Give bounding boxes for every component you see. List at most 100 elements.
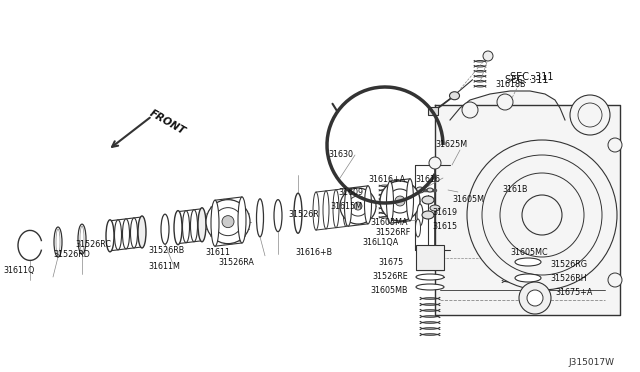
Circle shape [429, 157, 441, 169]
Ellipse shape [416, 284, 444, 290]
Ellipse shape [211, 200, 219, 246]
Ellipse shape [56, 229, 60, 255]
Ellipse shape [138, 216, 146, 248]
Circle shape [206, 200, 250, 244]
Polygon shape [450, 91, 565, 120]
Ellipse shape [115, 220, 122, 250]
Ellipse shape [138, 217, 145, 247]
Circle shape [340, 188, 376, 224]
Ellipse shape [387, 181, 394, 223]
Text: 31526RH: 31526RH [550, 274, 587, 283]
Circle shape [429, 246, 441, 258]
Ellipse shape [161, 214, 169, 244]
Text: 31526RC: 31526RC [75, 240, 111, 249]
Ellipse shape [416, 187, 424, 193]
Circle shape [497, 94, 513, 110]
Circle shape [608, 138, 622, 152]
Text: 31675+A: 31675+A [555, 288, 593, 297]
Ellipse shape [198, 208, 206, 242]
Circle shape [483, 51, 493, 61]
Ellipse shape [422, 196, 434, 204]
Bar [428, 107, 438, 115]
Ellipse shape [257, 199, 264, 237]
Circle shape [527, 290, 543, 306]
Text: 31526R: 31526R [288, 210, 319, 219]
Text: SEC. 311: SEC. 311 [510, 72, 554, 82]
Text: 31526RF: 31526RF [375, 228, 410, 237]
Text: J315017W: J315017W [568, 358, 614, 367]
Ellipse shape [54, 227, 62, 257]
Ellipse shape [343, 189, 349, 227]
Text: 31611Q: 31611Q [3, 266, 35, 275]
Ellipse shape [294, 193, 302, 233]
Text: 31526RD: 31526RD [53, 250, 90, 259]
Circle shape [394, 181, 402, 189]
Text: 31605MB: 31605MB [370, 286, 408, 295]
Ellipse shape [191, 210, 198, 242]
Ellipse shape [78, 224, 86, 254]
Text: FRONT: FRONT [148, 108, 188, 137]
Circle shape [354, 202, 362, 210]
Ellipse shape [399, 186, 411, 194]
Ellipse shape [238, 197, 246, 243]
Text: 31526RB: 31526RB [148, 246, 184, 255]
Ellipse shape [427, 188, 433, 192]
Text: 31526RG: 31526RG [550, 260, 587, 269]
Text: 31609: 31609 [338, 188, 363, 197]
Ellipse shape [344, 188, 351, 226]
Circle shape [214, 208, 242, 235]
Text: 31605MA: 31605MA [370, 218, 408, 227]
Text: 31611M: 31611M [148, 262, 180, 271]
Circle shape [519, 282, 551, 314]
Text: 31675: 31675 [378, 258, 403, 267]
Text: 31605MC: 31605MC [510, 248, 548, 257]
Ellipse shape [174, 211, 182, 245]
Ellipse shape [313, 192, 319, 230]
Ellipse shape [198, 209, 205, 241]
Text: 31616+B: 31616+B [295, 248, 332, 257]
Ellipse shape [131, 218, 138, 248]
Circle shape [395, 196, 405, 206]
Ellipse shape [422, 211, 434, 219]
Ellipse shape [80, 226, 84, 252]
Ellipse shape [106, 220, 114, 252]
Circle shape [462, 102, 478, 118]
Text: 31625M: 31625M [435, 140, 467, 149]
Circle shape [608, 273, 622, 287]
Ellipse shape [417, 204, 423, 226]
Text: 31526RE: 31526RE [372, 272, 408, 281]
Text: 31616+A: 31616+A [368, 175, 405, 184]
Text: 3161B: 3161B [502, 185, 527, 194]
Ellipse shape [449, 92, 460, 100]
Circle shape [467, 140, 617, 290]
Ellipse shape [416, 274, 444, 280]
Text: 31605M: 31605M [452, 195, 484, 204]
Circle shape [570, 95, 610, 135]
Ellipse shape [365, 186, 371, 224]
Polygon shape [435, 105, 620, 315]
Text: 31630: 31630 [328, 150, 353, 159]
Text: 316L1QA: 316L1QA [362, 238, 398, 247]
Text: 31526RA: 31526RA [218, 258, 254, 267]
Ellipse shape [333, 190, 339, 228]
Ellipse shape [406, 179, 413, 221]
Text: 31616: 31616 [415, 175, 440, 184]
Ellipse shape [415, 219, 420, 237]
Circle shape [222, 216, 234, 228]
Ellipse shape [175, 212, 182, 244]
Ellipse shape [430, 205, 440, 211]
Text: 31619: 31619 [432, 208, 457, 217]
Ellipse shape [515, 258, 541, 266]
Text: SEC. 311: SEC. 311 [505, 75, 548, 85]
Text: 31615M: 31615M [330, 202, 362, 211]
Ellipse shape [106, 221, 113, 251]
Ellipse shape [323, 191, 329, 229]
Ellipse shape [122, 219, 129, 249]
Text: 31611: 31611 [205, 248, 230, 257]
Ellipse shape [515, 274, 541, 282]
Ellipse shape [182, 211, 189, 243]
Circle shape [380, 181, 420, 221]
Text: 31618B: 31618B [495, 80, 525, 89]
Ellipse shape [274, 200, 282, 232]
Text: 31615: 31615 [432, 222, 457, 231]
